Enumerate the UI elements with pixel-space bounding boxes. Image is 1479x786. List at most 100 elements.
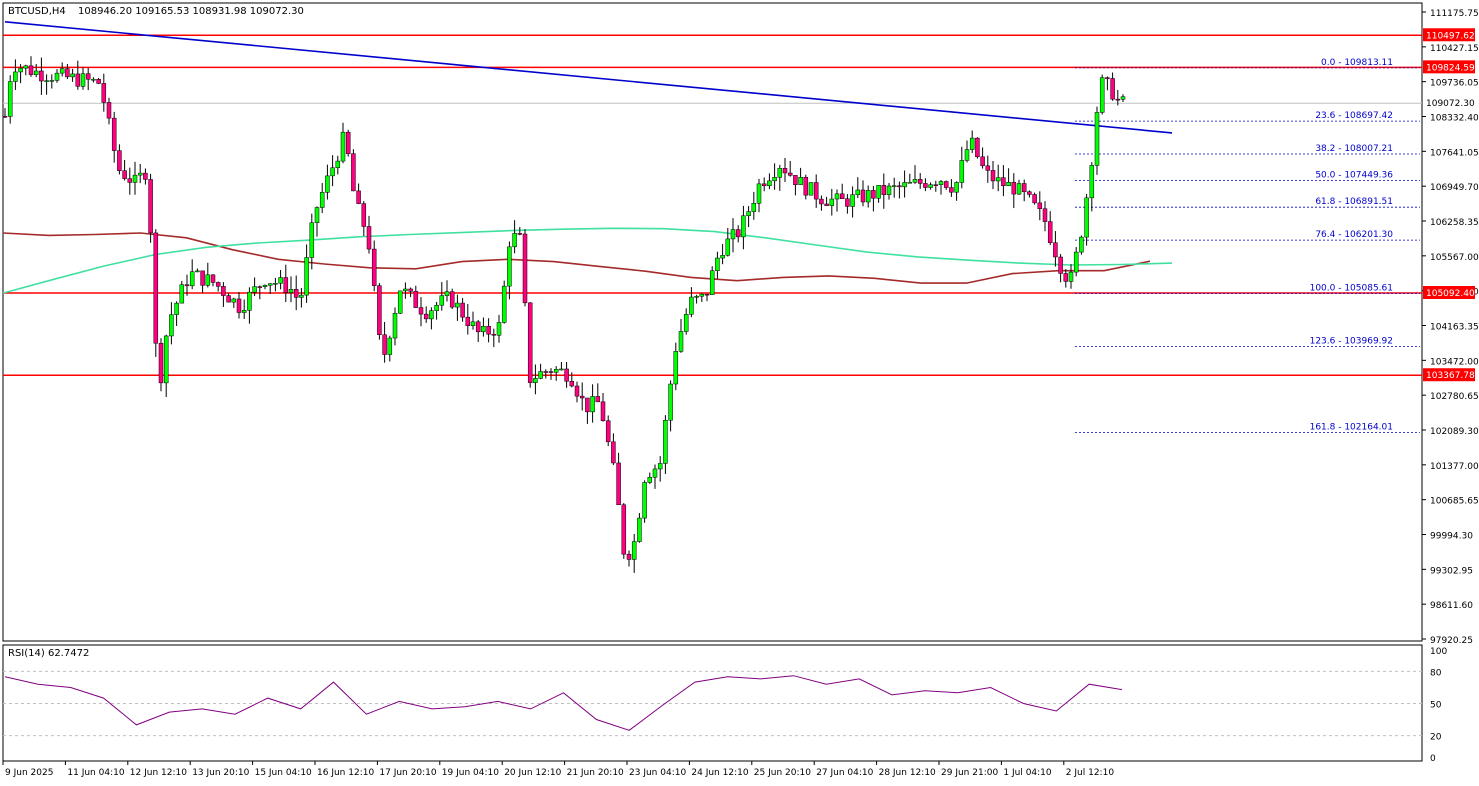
candle-body (7, 81, 13, 117)
price-tick-label: 102089.30 (1430, 427, 1479, 437)
candle (335, 155, 341, 175)
candle-body (652, 468, 658, 478)
candle-body (413, 291, 419, 308)
candle-body (470, 321, 476, 326)
ma-fast-line (2, 227, 1173, 294)
candle-body (184, 284, 190, 287)
candle (314, 206, 320, 237)
candle (735, 225, 741, 243)
candle (824, 196, 829, 207)
rsi-axis-label: 50 (1430, 701, 1442, 711)
candle-body (309, 222, 315, 258)
candle-body (340, 131, 346, 162)
candle-body (1006, 182, 1011, 187)
price-tick-label: 97920.25 (1430, 636, 1473, 646)
candle-body (117, 150, 122, 171)
candle (491, 328, 497, 348)
candle-body (96, 78, 101, 84)
price-tick-label: 105567.00 (1430, 253, 1479, 263)
candle-body (132, 174, 138, 183)
candle-body (1063, 273, 1069, 282)
candle (605, 415, 611, 447)
candle (746, 206, 751, 228)
price-tick-label: 111175.75 (1430, 9, 1479, 19)
candle (876, 185, 881, 203)
time-tick-label: 1 Jul 04:10 (1003, 768, 1052, 778)
candle (195, 268, 200, 273)
candle (1115, 89, 1121, 106)
candle-body (954, 182, 959, 193)
candle-body (59, 68, 65, 74)
price-tick-label: 99994.30 (1430, 532, 1473, 542)
candle-body (720, 255, 725, 259)
candle (850, 186, 855, 218)
candle (912, 165, 918, 184)
candle (28, 56, 34, 77)
price-tick-label: 106258.35 (1430, 218, 1479, 228)
candle (496, 314, 502, 343)
fib-label: 161.8 - 102164.01 (1310, 423, 1393, 433)
time-axis: 9 Jun 2025 11 Jun 04:10 12 Jun 12:10 13 Jun… (2, 761, 1114, 778)
time-tick-label: 16 Jun 12:10 (317, 768, 374, 778)
symbol-label: BTCUSD,H4 (8, 6, 66, 17)
candle (460, 298, 465, 322)
rsi-line (4, 675, 1123, 731)
candle-body (865, 190, 871, 203)
candle (439, 282, 445, 311)
candle (319, 183, 325, 214)
candle-body (850, 194, 855, 207)
price-tick-label: 108332.40 (1430, 114, 1479, 124)
candle-body (829, 198, 835, 206)
candle (808, 182, 814, 196)
candle (787, 160, 793, 177)
candle-body (533, 378, 538, 383)
time-tick-label: 28 Jun 12:10 (879, 768, 936, 778)
price-tick-label: 98611.60 (1430, 601, 1473, 611)
candle (283, 264, 289, 303)
candle-body (881, 185, 887, 195)
rsi-axis-label: 0 (1430, 754, 1436, 764)
candle (985, 155, 991, 183)
candle (377, 283, 382, 340)
candle (210, 274, 216, 287)
candle-body (169, 314, 174, 337)
candle (33, 64, 39, 78)
candle (356, 183, 361, 205)
candle-body (449, 291, 455, 308)
candle-body (1001, 177, 1006, 187)
candle (163, 334, 169, 398)
candle-body (1110, 78, 1115, 100)
candle-body (964, 149, 970, 161)
fib-label: 100.0 - 105085.61 (1310, 283, 1393, 293)
candle-body (694, 296, 699, 298)
candle-body (195, 270, 200, 273)
candle (169, 302, 174, 345)
candle-body (49, 80, 55, 82)
candle (1032, 192, 1037, 205)
candle (954, 181, 959, 201)
price-tick-label: 107641.05 (1430, 148, 1479, 158)
candle (1037, 191, 1043, 221)
candle (361, 200, 367, 236)
candle-body (600, 401, 606, 421)
candle-body (1053, 242, 1058, 258)
time-tick-label: 13 Jun 20:10 (192, 768, 249, 778)
candle-body (517, 233, 523, 235)
candle (481, 317, 486, 337)
candle (1058, 254, 1063, 283)
candle (423, 306, 429, 323)
candle (741, 205, 746, 250)
candle-body (241, 310, 247, 313)
candle-body (891, 185, 897, 187)
candle-body (304, 257, 309, 296)
candle-body (205, 274, 211, 286)
candles (2, 56, 1126, 573)
candle-body (626, 553, 632, 560)
candle-body (444, 291, 450, 296)
price-tag-box (1423, 96, 1475, 110)
candle-body (975, 137, 980, 158)
candle-body (782, 168, 788, 174)
candle (2, 108, 8, 119)
candle (798, 167, 803, 185)
